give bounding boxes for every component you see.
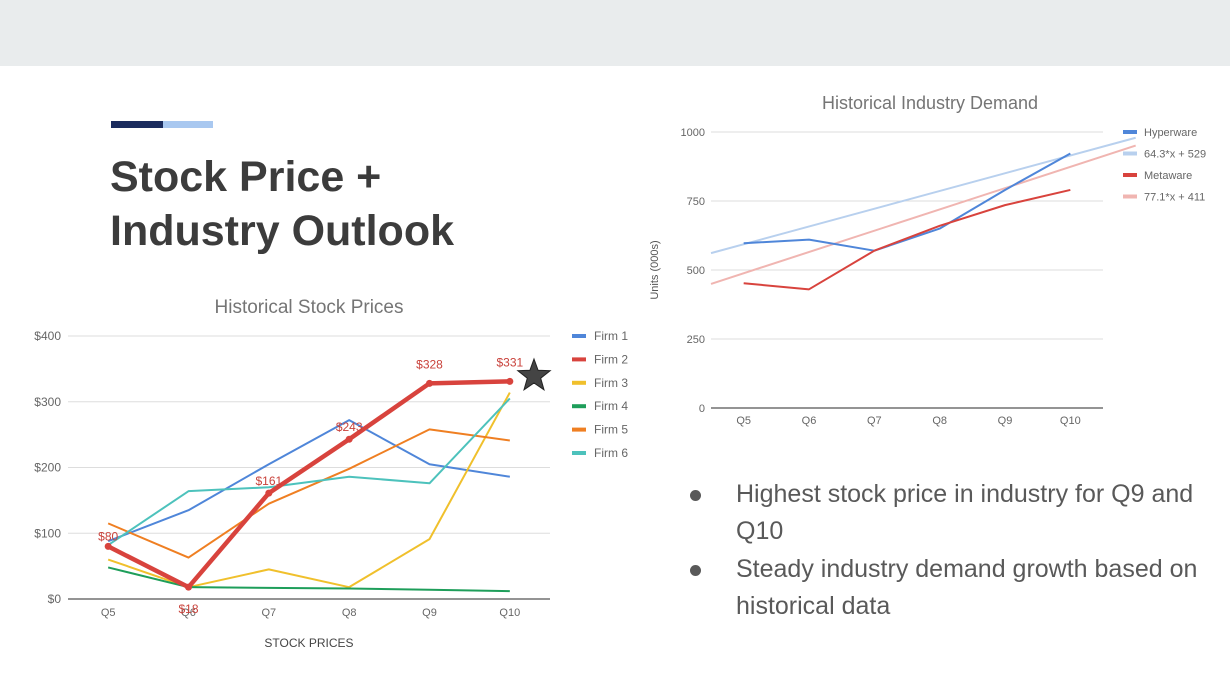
data-point bbox=[185, 583, 192, 591]
trendline bbox=[710, 136, 1136, 255]
y-tick-label: 1000 bbox=[681, 127, 705, 139]
series-line-firm-1 bbox=[107, 419, 510, 543]
legend-label: Firm 2 bbox=[594, 352, 628, 366]
legend-label: Firm 4 bbox=[594, 399, 628, 413]
series-line-firm-5 bbox=[107, 428, 510, 559]
x-tick-label: Q7 bbox=[867, 415, 882, 427]
y-tick-label: 250 bbox=[687, 334, 705, 346]
data-label: $80 bbox=[98, 529, 118, 543]
x-tick-label: Q7 bbox=[261, 607, 276, 619]
y-axis-label: Units (000s) bbox=[649, 240, 661, 299]
bullet-dot-icon bbox=[690, 490, 701, 501]
x-tick-label: Q9 bbox=[998, 415, 1013, 427]
x-tick-label: Q10 bbox=[499, 607, 520, 619]
data-point bbox=[426, 379, 433, 387]
legend-label: Hyperware bbox=[1144, 127, 1197, 139]
data-point bbox=[104, 542, 112, 550]
bullet-dot-icon bbox=[690, 565, 701, 576]
data-point bbox=[345, 435, 353, 443]
data-label: $243 bbox=[336, 420, 363, 434]
legend-label: 77.1*x + 411 bbox=[1144, 192, 1205, 204]
legend-label: Metaware bbox=[1144, 170, 1192, 182]
legend-swatch bbox=[572, 380, 586, 385]
legend-label: 64.3*x + 529 bbox=[1144, 149, 1206, 161]
x-tick-label: Q10 bbox=[1060, 415, 1081, 427]
legend-label: Firm 3 bbox=[594, 376, 628, 390]
series-line-hyperware bbox=[743, 152, 1071, 252]
bullet-list: Highest stock price in industry for Q9 a… bbox=[690, 476, 1210, 626]
y-tick-label: $200 bbox=[34, 461, 61, 475]
legend-swatch bbox=[572, 451, 586, 455]
legend-swatch bbox=[572, 427, 586, 432]
x-tick-label: Q5 bbox=[736, 415, 751, 427]
data-point bbox=[265, 489, 273, 497]
legend-swatch bbox=[1123, 130, 1137, 134]
legend-swatch bbox=[572, 357, 586, 362]
y-tick-label: $100 bbox=[34, 526, 61, 540]
data-label: $161 bbox=[255, 474, 282, 488]
bullet-text: Steady industry demand growth based on h… bbox=[736, 555, 1198, 620]
slide-title-line-1: Stock Price + bbox=[110, 153, 382, 201]
series-line-firm-4 bbox=[107, 566, 510, 593]
industry-demand-chart: Historical Industry Demand 0 250 500 750 1000… bbox=[649, 93, 1206, 427]
stock-price-chart: Historical Stock Prices $0 $100 $200 $300 $40… bbox=[34, 297, 628, 650]
y-tick-label: 0 bbox=[699, 403, 705, 415]
data-point bbox=[506, 377, 514, 385]
y-tick-label: $0 bbox=[48, 592, 62, 606]
x-tick-label: Q6 bbox=[181, 607, 196, 619]
y-tick-label: $300 bbox=[34, 395, 61, 409]
trendline bbox=[710, 144, 1136, 285]
legend-swatch bbox=[572, 334, 586, 338]
legend-swatch bbox=[1123, 173, 1137, 177]
x-tick-label: Q5 bbox=[101, 607, 116, 619]
x-tick-label: Q8 bbox=[342, 607, 357, 619]
x-tick-label: Q6 bbox=[802, 415, 817, 427]
series-line-metaware bbox=[743, 188, 1071, 291]
title-accent-dark bbox=[111, 121, 163, 128]
legend-swatch bbox=[1123, 151, 1137, 156]
legend-label: Firm 1 bbox=[594, 329, 628, 343]
y-tick-label: $400 bbox=[34, 329, 61, 343]
bullet-item: Steady industry demand growth based on h… bbox=[690, 551, 1210, 625]
bullet-item: Highest stock price in industry for Q9 a… bbox=[690, 476, 1210, 550]
title-accent-light bbox=[163, 121, 213, 128]
x-tick-label: Q8 bbox=[932, 415, 947, 427]
slide-title-line-2: Industry Outlook bbox=[110, 207, 454, 255]
star-icon bbox=[516, 357, 552, 391]
x-axis-label: STOCK PRICES bbox=[264, 636, 353, 650]
slide-title: Stock Price + Industry Outlook bbox=[110, 150, 630, 258]
chart-title: Historical Stock Prices bbox=[215, 297, 404, 318]
legend-swatch bbox=[572, 404, 586, 409]
legend-label: Firm 6 bbox=[594, 446, 628, 460]
legend-label: Firm 5 bbox=[594, 423, 628, 437]
y-tick-label: 750 bbox=[687, 196, 705, 208]
legend-swatch bbox=[1123, 194, 1137, 199]
x-tick-label: Q9 bbox=[422, 607, 437, 619]
series-line-firm-3 bbox=[107, 392, 511, 589]
bullet-text: Highest stock price in industry for Q9 a… bbox=[736, 480, 1194, 545]
data-label: $18 bbox=[178, 602, 198, 616]
series-line-firm-6 bbox=[107, 397, 511, 546]
series-line-firm-2 bbox=[107, 379, 510, 590]
data-label: $328 bbox=[416, 357, 443, 371]
y-tick-label: 500 bbox=[687, 265, 705, 277]
data-label: $331 bbox=[496, 355, 523, 369]
chart-title: Historical Industry Demand bbox=[822, 93, 1038, 113]
top-banner bbox=[0, 0, 1230, 66]
